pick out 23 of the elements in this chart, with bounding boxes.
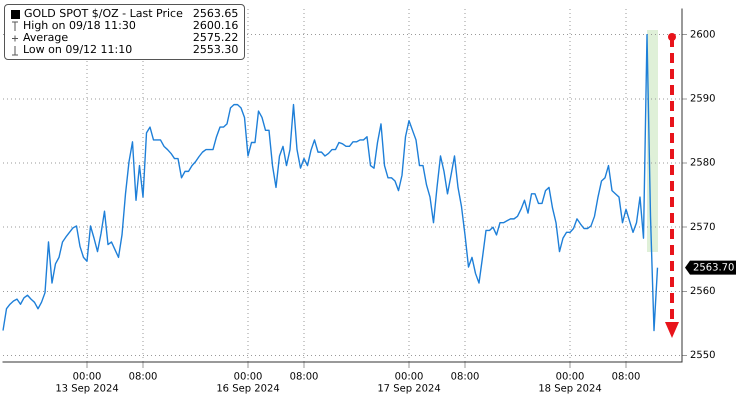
x-tick-label: 00:00 16 Sep 2024 (216, 372, 280, 395)
x-tick-label: 08:00 (290, 372, 318, 383)
y-tick-label: 2570 (690, 222, 716, 233)
x-tick-label: 00:00 17 Sep 2024 (377, 372, 441, 395)
y-tick-label: 2600 (690, 29, 716, 40)
text: 2563.70 (693, 262, 734, 274)
y-tick-label: 2580 (690, 158, 716, 169)
annotation: Average (23, 31, 68, 44)
x-tick-label: 00:00 18 Sep 2024 (538, 372, 602, 395)
y-tick-label: 2590 (690, 93, 716, 104)
x-tick-label: 08:00 (612, 372, 640, 383)
annotation: Low on 09/12 11:10 (23, 43, 132, 56)
x-tick-label: 08:00 (450, 372, 480, 383)
annotation: High on 09/18 11:30 (23, 19, 136, 32)
annotation: 2563.65 (192, 7, 238, 20)
annotation: 2553.30 (192, 43, 238, 56)
y-tick-label: 2550 (690, 350, 716, 362)
x-tick-label: 08:00 (128, 372, 158, 383)
y-tick-label: 2560 (690, 286, 716, 297)
annotation: 2600.16 (192, 19, 238, 32)
text: GOLD SPOT $/OZ - Last Price (24, 7, 183, 20)
x-tick-label: 00:00 13 Sep 2024 (55, 372, 119, 395)
annotation: 2575.22 (192, 31, 238, 44)
